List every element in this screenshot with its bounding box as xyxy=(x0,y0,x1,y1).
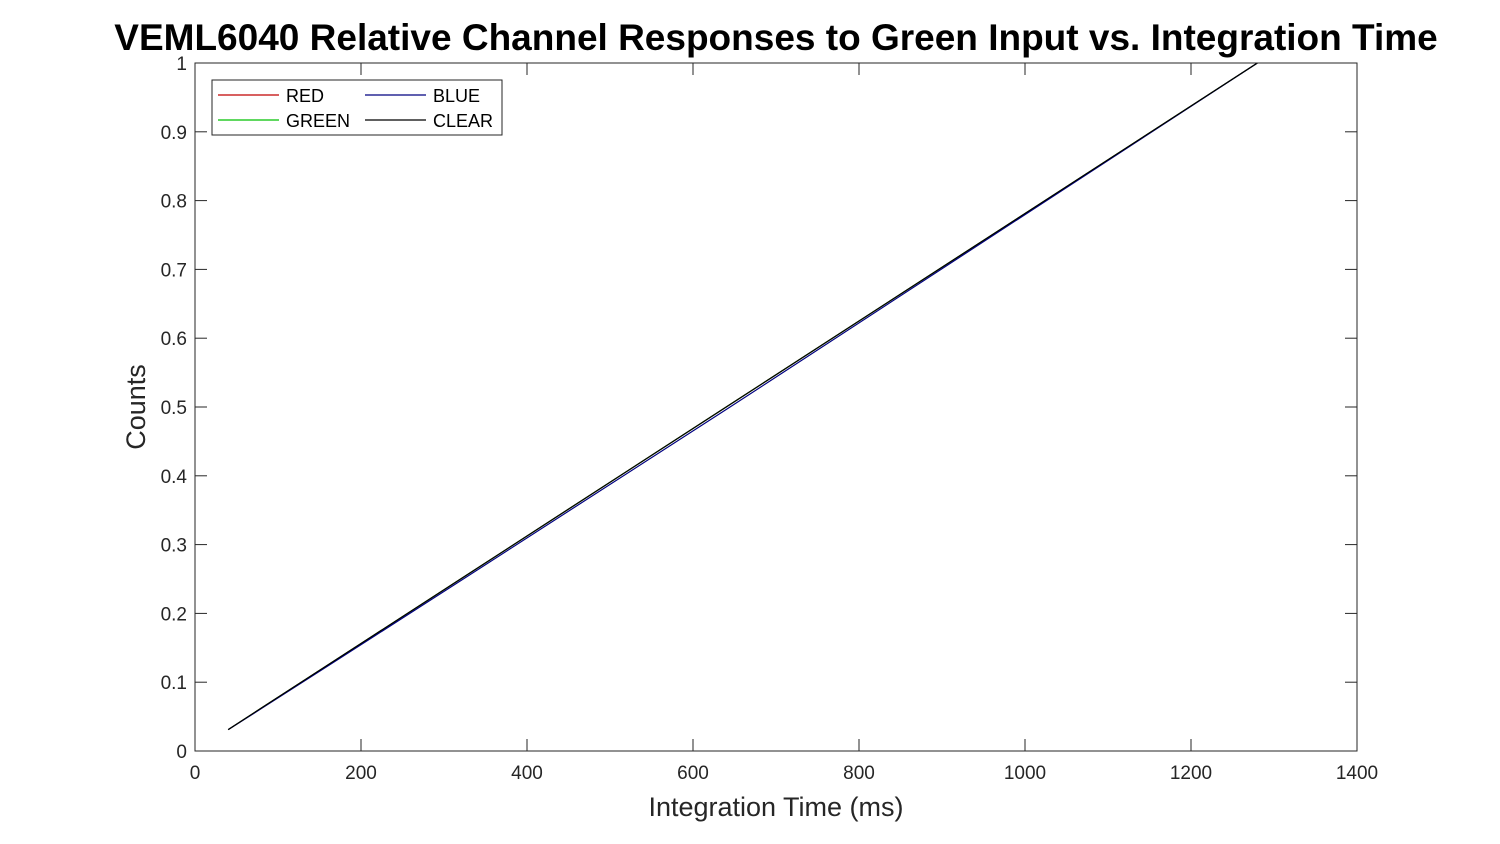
y-tick-label: 0.7 xyxy=(161,260,187,281)
legend-box xyxy=(211,79,503,136)
y-tick-label: 0.3 xyxy=(161,536,187,557)
x-axis-label: Integration Time (ms) xyxy=(648,792,903,822)
tick-layer: 0 200 400 600 800 1000 1200 1400 0 0.1 0.2 0.3 0.4 0.… xyxy=(161,54,1379,784)
y-tick-label: 0.9 xyxy=(161,123,187,144)
legend-label-blue: BLUE xyxy=(433,86,480,106)
legend-label-red: RED xyxy=(286,86,324,106)
x-tick-label: 200 xyxy=(345,763,377,784)
y-tick-label: 0.4 xyxy=(161,467,188,488)
y-tick-label: 0.6 xyxy=(161,329,187,350)
x-tick-label: 1000 xyxy=(1004,763,1046,784)
x-tick-label: 400 xyxy=(511,763,543,784)
y-tick-label: 1 xyxy=(176,54,187,75)
legend-label-clear: CLEAR xyxy=(433,111,493,131)
y-tick-label: 0.1 xyxy=(161,673,187,694)
plot-area xyxy=(195,63,1357,751)
series-layer xyxy=(227,63,1258,731)
legend-entries: RED GREEN BLUE CLEAR xyxy=(218,86,493,131)
y-tick-label: 0.5 xyxy=(161,398,187,419)
x-tick-label: 800 xyxy=(843,763,875,784)
x-tick-label: 600 xyxy=(677,763,709,784)
y-tick-label: 0 xyxy=(176,742,187,763)
chart-title: VEML6040 Relative Channel Responses to G… xyxy=(114,17,1437,58)
series-line-clear xyxy=(227,63,1258,731)
x-tick-label: 1400 xyxy=(1336,763,1378,784)
x-tick-label: 0 xyxy=(190,763,201,784)
x-tick-label: 1200 xyxy=(1170,763,1212,784)
y-axis-label: Counts xyxy=(121,364,151,450)
legend: RED GREEN BLUE CLEAR xyxy=(211,79,503,136)
y-tick-label: 0.8 xyxy=(161,192,187,213)
legend-label-green: GREEN xyxy=(286,111,350,131)
y-tick-label: 0.2 xyxy=(161,604,187,625)
